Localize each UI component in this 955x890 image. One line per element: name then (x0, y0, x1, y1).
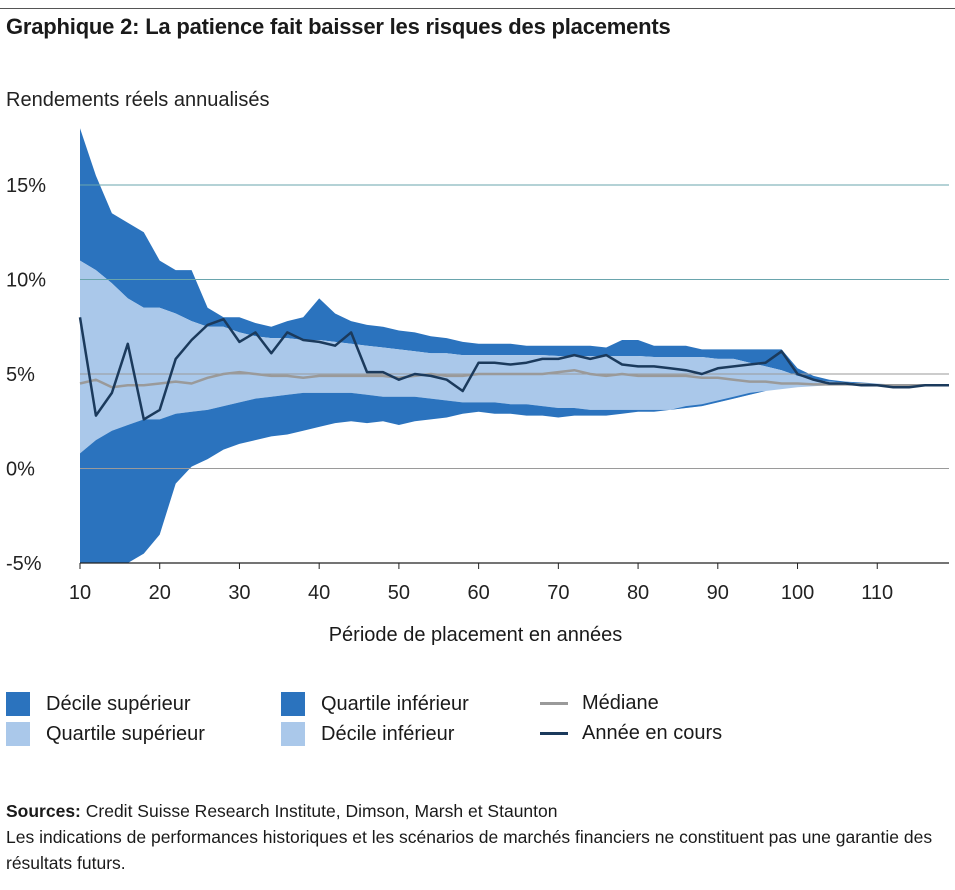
legend-mediane: Médiane (540, 692, 659, 715)
x-tick-label: 50 (388, 582, 410, 604)
x-tick-label: 90 (707, 582, 729, 604)
band-decile-superieur (80, 128, 949, 385)
legend-swatch-dark (281, 692, 305, 716)
series-mediane (79, 368, 949, 389)
x-axis-label: Période de placement en années (0, 624, 955, 647)
x-tick-label: 30 (228, 582, 250, 604)
legend-label: Quartile supérieur (46, 722, 205, 745)
sources-label: Sources: (6, 801, 81, 821)
x-tick-label: 60 (467, 582, 489, 604)
chart-area: 15% 10% 5% 0% -5% 10 20 30 40 50 60 70 80 90 100 110 (6, 128, 949, 604)
legend-decile-superieur: Décile supérieur (6, 692, 191, 716)
y-tick-label: 5% (6, 364, 35, 386)
legend-quartile-superieur: Quartile supérieur (6, 722, 205, 746)
y-tick-label: 10% (6, 270, 46, 292)
legend-line-current (540, 732, 568, 735)
top-rule (0, 8, 955, 9)
legend-decile-inferieur: Décile inférieur (281, 722, 454, 746)
legend-swatch-light (281, 722, 305, 746)
sources-text: Credit Suisse Research Institute, Dimson… (80, 801, 558, 821)
x-tick-label: 10 (69, 582, 91, 604)
legend-line-median (540, 702, 568, 705)
y-axis-label: Rendements réels annualisés (6, 89, 270, 111)
x-tick-label: 70 (547, 582, 569, 604)
legend-label: Décile supérieur (46, 692, 191, 715)
band-quartile-inferieur (80, 385, 949, 563)
sources-note: Sources: Credit Suisse Research Institut… (6, 798, 946, 876)
x-tick-label: 110 (861, 582, 893, 604)
band-quartile-superieur (80, 260, 949, 454)
legend-label: Quartile inférieur (321, 692, 469, 715)
y-tick-label: -5% (6, 553, 42, 575)
legend-label: Décile inférieur (321, 722, 455, 745)
legend-swatch-light (6, 722, 30, 746)
x-tick-label: 40 (308, 582, 330, 604)
legend-annee-en-cours: Année en cours (540, 722, 722, 745)
legend-quartile-inferieur: Quartile inférieur (281, 692, 469, 716)
y-tick-label: 0% (6, 459, 35, 481)
x-tick-label: 80 (627, 582, 649, 604)
series-annee-en-cours (78, 317, 949, 421)
legend-label: Année en cours (582, 722, 723, 744)
legend-label: Médiane (582, 692, 659, 714)
x-tick-label: 20 (149, 582, 171, 604)
disclaimer-text: Les indications de performances historiq… (6, 827, 933, 873)
x-tick-label: 100 (781, 582, 814, 604)
legend-swatch-dark (6, 692, 30, 716)
chart-title: Graphique 2: La patience fait baisser le… (6, 14, 671, 39)
x-axis-label-text: Période de placement en années (328, 624, 623, 646)
y-tick-label: 15% (6, 175, 46, 197)
sources-line: Sources: Credit Suisse Research Institut… (6, 798, 946, 824)
legend: Décile supérieur Quartile supérieur Quar… (0, 690, 955, 760)
